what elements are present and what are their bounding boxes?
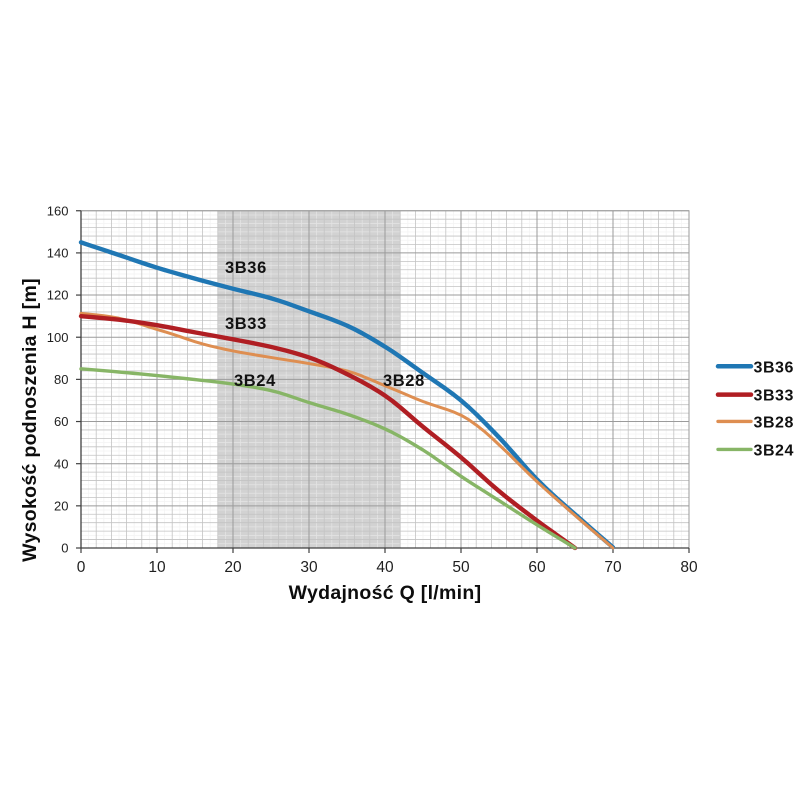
svg-text:3B33: 3B33 [225,315,267,333]
svg-text:40: 40 [54,456,68,471]
svg-text:3B36: 3B36 [225,259,267,277]
svg-text:60: 60 [54,414,68,429]
svg-text:Wydajność Q [l/min]: Wydajność Q [l/min] [289,582,482,604]
svg-text:70: 70 [604,559,622,576]
svg-text:10: 10 [148,559,166,576]
svg-text:120: 120 [47,288,69,303]
svg-text:20: 20 [224,559,242,576]
svg-text:30: 30 [300,559,318,576]
svg-text:3B28: 3B28 [754,414,794,431]
svg-text:160: 160 [47,203,69,218]
svg-text:3B36: 3B36 [754,359,794,376]
svg-text:60: 60 [528,559,546,576]
svg-text:0: 0 [77,559,86,576]
svg-text:3B28: 3B28 [383,372,425,390]
svg-text:40: 40 [376,559,394,576]
svg-text:100: 100 [47,330,69,345]
svg-text:80: 80 [680,559,698,576]
svg-text:20: 20 [54,498,68,513]
svg-text:0: 0 [61,541,68,556]
svg-text:Wysokość podnoszenia H [m]: Wysokość podnoszenia H [m] [19,278,41,562]
svg-text:3B24: 3B24 [754,442,794,459]
svg-text:3B33: 3B33 [754,388,794,405]
svg-text:140: 140 [47,246,69,261]
svg-text:3B24: 3B24 [234,372,276,390]
svg-text:50: 50 [452,559,470,576]
svg-text:80: 80 [54,372,68,387]
